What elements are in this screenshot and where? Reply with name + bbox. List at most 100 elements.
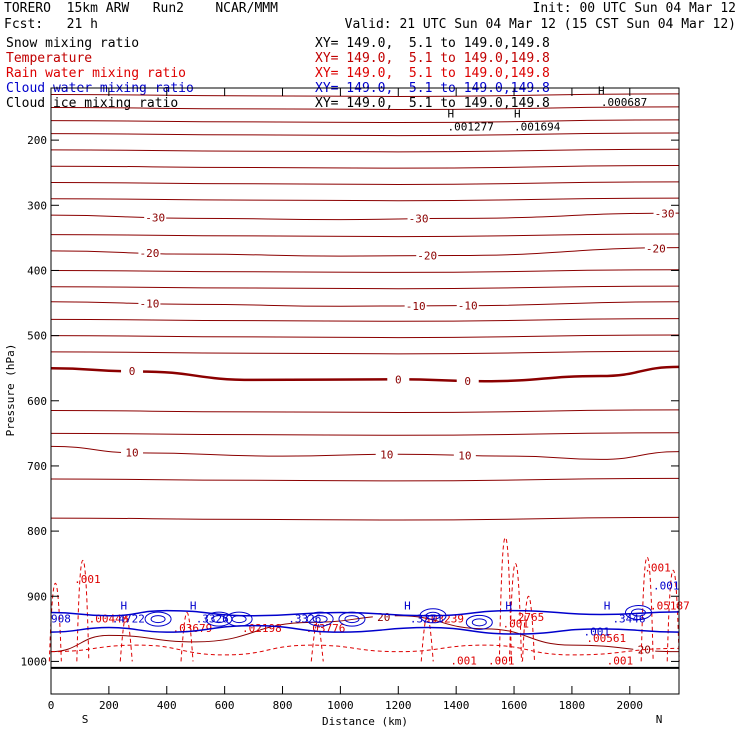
x-end-label-south: S bbox=[82, 713, 89, 726]
isotherm-0 bbox=[50, 365, 680, 383]
isotherm-label: 0 bbox=[464, 375, 471, 388]
cloud-cell-core bbox=[630, 608, 646, 617]
isotherm-label-bg bbox=[633, 643, 656, 655]
rain-contour bbox=[180, 612, 194, 662]
cloud-label: .3326 bbox=[196, 612, 229, 625]
isotherm-line bbox=[50, 285, 680, 290]
forecast-hour: Fcst: 21 h bbox=[4, 17, 98, 32]
isotherm-line bbox=[50, 165, 680, 169]
cloud-cell-core bbox=[344, 615, 360, 624]
init-time: Init: 00 UTC Sun 04 Mar 12 bbox=[532, 1, 737, 16]
y-tick-label: 800 bbox=[27, 525, 47, 538]
isotherm-line bbox=[50, 106, 680, 111]
cloud-cell-core bbox=[312, 615, 328, 624]
isotherm-label-bg bbox=[138, 247, 161, 259]
x-tick-label: 800 bbox=[273, 699, 293, 712]
model-title: TORERO 15km ARW Run2 NCAR/MMM bbox=[4, 1, 278, 16]
rain-label: .001 bbox=[488, 655, 514, 668]
cloud-cell bbox=[419, 608, 447, 624]
x-tick-label: 1400 bbox=[443, 699, 470, 712]
isotherm-label-bg bbox=[121, 365, 144, 377]
isotherm-label-bg bbox=[372, 610, 395, 622]
high-marker: H bbox=[514, 107, 521, 120]
rain-contour bbox=[76, 559, 90, 662]
ice-label: .000687 bbox=[601, 96, 647, 109]
isotherm-line bbox=[50, 181, 680, 185]
isotherm-line bbox=[50, 93, 680, 97]
cloud-cell-core bbox=[425, 611, 441, 620]
high-marker: H bbox=[604, 599, 611, 612]
ice-label: .001694 bbox=[514, 120, 561, 133]
isotherm-label-bg bbox=[138, 297, 161, 309]
isotherm-label-bg bbox=[121, 446, 144, 458]
rain-label: .001 bbox=[644, 561, 671, 574]
rain-label: .00561 bbox=[586, 632, 626, 645]
legend-xy-rain: XY= 149.0, 5.1 to 149.0,149.8 bbox=[315, 66, 550, 81]
legend-xy-cloud-ice: XY= 149.0, 5.1 to 149.0,149.8 bbox=[315, 96, 550, 111]
x-tick-label: 600 bbox=[215, 699, 235, 712]
isotherm-label-bg bbox=[653, 207, 676, 219]
cloud-cell bbox=[465, 614, 493, 630]
legend-name-rain: Rain water mixing ratio bbox=[6, 66, 187, 81]
isotherm-label: -30 bbox=[409, 213, 429, 226]
isotherm-label: -20 bbox=[417, 250, 437, 263]
isotherm-label-bg bbox=[375, 448, 398, 460]
rain-label: .001 bbox=[74, 573, 101, 586]
isotherm-label: -10 bbox=[139, 298, 159, 311]
x-tick-label: 200 bbox=[99, 699, 119, 712]
rain-contour bbox=[420, 615, 434, 662]
isotherm-20 bbox=[50, 615, 680, 653]
isotherm-line bbox=[50, 119, 680, 124]
isotherm-label: 0 bbox=[129, 365, 136, 378]
x-tick-label: 1600 bbox=[501, 699, 528, 712]
cloud-cell bbox=[225, 611, 253, 627]
cloud-label: .001 bbox=[583, 625, 610, 638]
isotherm-line bbox=[50, 197, 680, 202]
x-end-label-north: N bbox=[656, 713, 663, 726]
isotherm-label-bg bbox=[456, 374, 479, 386]
rain-label: .2765 bbox=[511, 611, 544, 624]
isotherm-label-bg bbox=[144, 211, 167, 223]
rain-contour bbox=[522, 595, 536, 662]
isotherm-label: -20 bbox=[646, 242, 666, 255]
rain-contour bbox=[640, 556, 654, 662]
isotherm-line bbox=[50, 477, 680, 482]
isotherm-line bbox=[50, 132, 680, 137]
high-marker: H bbox=[190, 599, 197, 612]
isotherm-label-bg bbox=[387, 373, 410, 385]
y-tick-label: 600 bbox=[27, 395, 47, 408]
isotherm-line bbox=[50, 516, 680, 521]
rain-label: .001 bbox=[607, 655, 634, 668]
y-axis-label: Pressure (hPa) bbox=[4, 344, 17, 437]
y-tick-label: 1000 bbox=[21, 655, 48, 668]
isotherm-line bbox=[50, 233, 680, 238]
cloud-label: .3271 bbox=[410, 612, 443, 625]
rain-contour bbox=[498, 537, 512, 662]
isotherm-line bbox=[50, 148, 680, 153]
isotherm-label-bg bbox=[456, 299, 479, 311]
rain-contour bbox=[119, 615, 133, 662]
cloud-cell bbox=[624, 605, 652, 621]
x-axis-label: Distance (km) bbox=[322, 715, 408, 728]
rain-contour-base bbox=[50, 644, 680, 656]
cloud-cell-core bbox=[231, 615, 247, 624]
isotherm-label-bg bbox=[407, 212, 430, 224]
isotherm-label: -10 bbox=[458, 299, 478, 312]
legend-xy-temperature: XY= 149.0, 5.1 to 149.0,149.8 bbox=[315, 51, 550, 66]
isotherm-label: 20 bbox=[377, 611, 390, 624]
rain-contour bbox=[666, 569, 680, 662]
isotherm-line bbox=[50, 350, 680, 355]
y-tick-label: 500 bbox=[27, 330, 47, 343]
cloud-cell bbox=[144, 611, 172, 627]
isotherm-label: -10 bbox=[406, 300, 426, 313]
rain-label: .05187 bbox=[650, 599, 690, 612]
isotherm-line bbox=[50, 334, 680, 339]
legend-xy-snow: XY= 149.0, 5.1 to 149.0,149.8 bbox=[315, 36, 550, 51]
x-tick-label: 2000 bbox=[617, 699, 644, 712]
x-tick-label: 0 bbox=[48, 699, 55, 712]
isotherm-label-bg bbox=[404, 299, 427, 311]
